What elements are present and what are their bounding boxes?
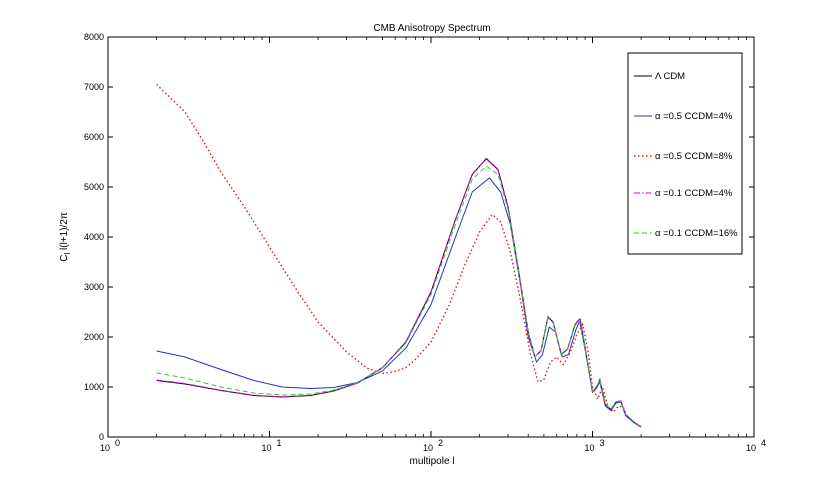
x-tick-label: 10 <box>746 443 756 453</box>
x-tick-exponent: 2 <box>438 438 443 448</box>
y-tick-label: 6000 <box>84 132 104 142</box>
x-tick-label: 10 <box>261 443 271 453</box>
series-line-4 <box>156 158 642 427</box>
legend-label: α =0.5 CCDM=4% <box>655 111 733 122</box>
y-tick-label: 5000 <box>84 182 104 192</box>
x-tick-label: 10 <box>423 443 433 453</box>
legend-box <box>627 52 743 255</box>
legend: Λ CDM α =0.5 CCDM=4% α =0.5 CCDM=8% α =0.1 … <box>627 52 743 255</box>
y-tick-label: 7000 <box>84 82 104 92</box>
legend-label: α =0.5 CCDM=8% <box>655 151 733 162</box>
legend-label: α =0.1 CCDM=16% <box>655 228 738 239</box>
series-layer <box>156 83 642 429</box>
legend-label: Λ CDM <box>655 71 685 82</box>
chart-title: CMB Anisotropy Spectrum <box>373 23 490 34</box>
series-line-1 <box>156 157 642 428</box>
x-axis-label: multipole l <box>409 456 454 467</box>
y-tick-label: 4000 <box>84 232 104 242</box>
series-line-2 <box>156 177 642 428</box>
legend-label: α =0.1 CCDM=4% <box>655 188 733 199</box>
y-axis-label: Cl l(l+1)/2π <box>59 212 72 262</box>
y-tick-label: 1000 <box>84 382 104 392</box>
x-tick-label: 10 <box>584 443 594 453</box>
y-tick-label: 2000 <box>84 332 104 342</box>
x-tick-label: 10 <box>100 443 110 453</box>
x-tick-exponent: 0 <box>115 438 120 448</box>
x-tick-exponent: 1 <box>277 438 282 448</box>
y-tick-label: 3000 <box>84 282 104 292</box>
x-tick-exponent: 3 <box>600 438 605 448</box>
series-line-5 <box>156 165 642 427</box>
y-axis: 0 1000 2000 3000 4000 5000 6000 7000 8000 <box>84 32 754 442</box>
y-tick-label: 0 <box>99 432 104 442</box>
y-tick-label: 8000 <box>84 32 104 42</box>
series-line-3 <box>156 83 642 429</box>
x-axis: 10 0 10 1 10 2 10 3 10 4 <box>100 37 766 453</box>
x-tick-exponent: 4 <box>761 438 766 448</box>
